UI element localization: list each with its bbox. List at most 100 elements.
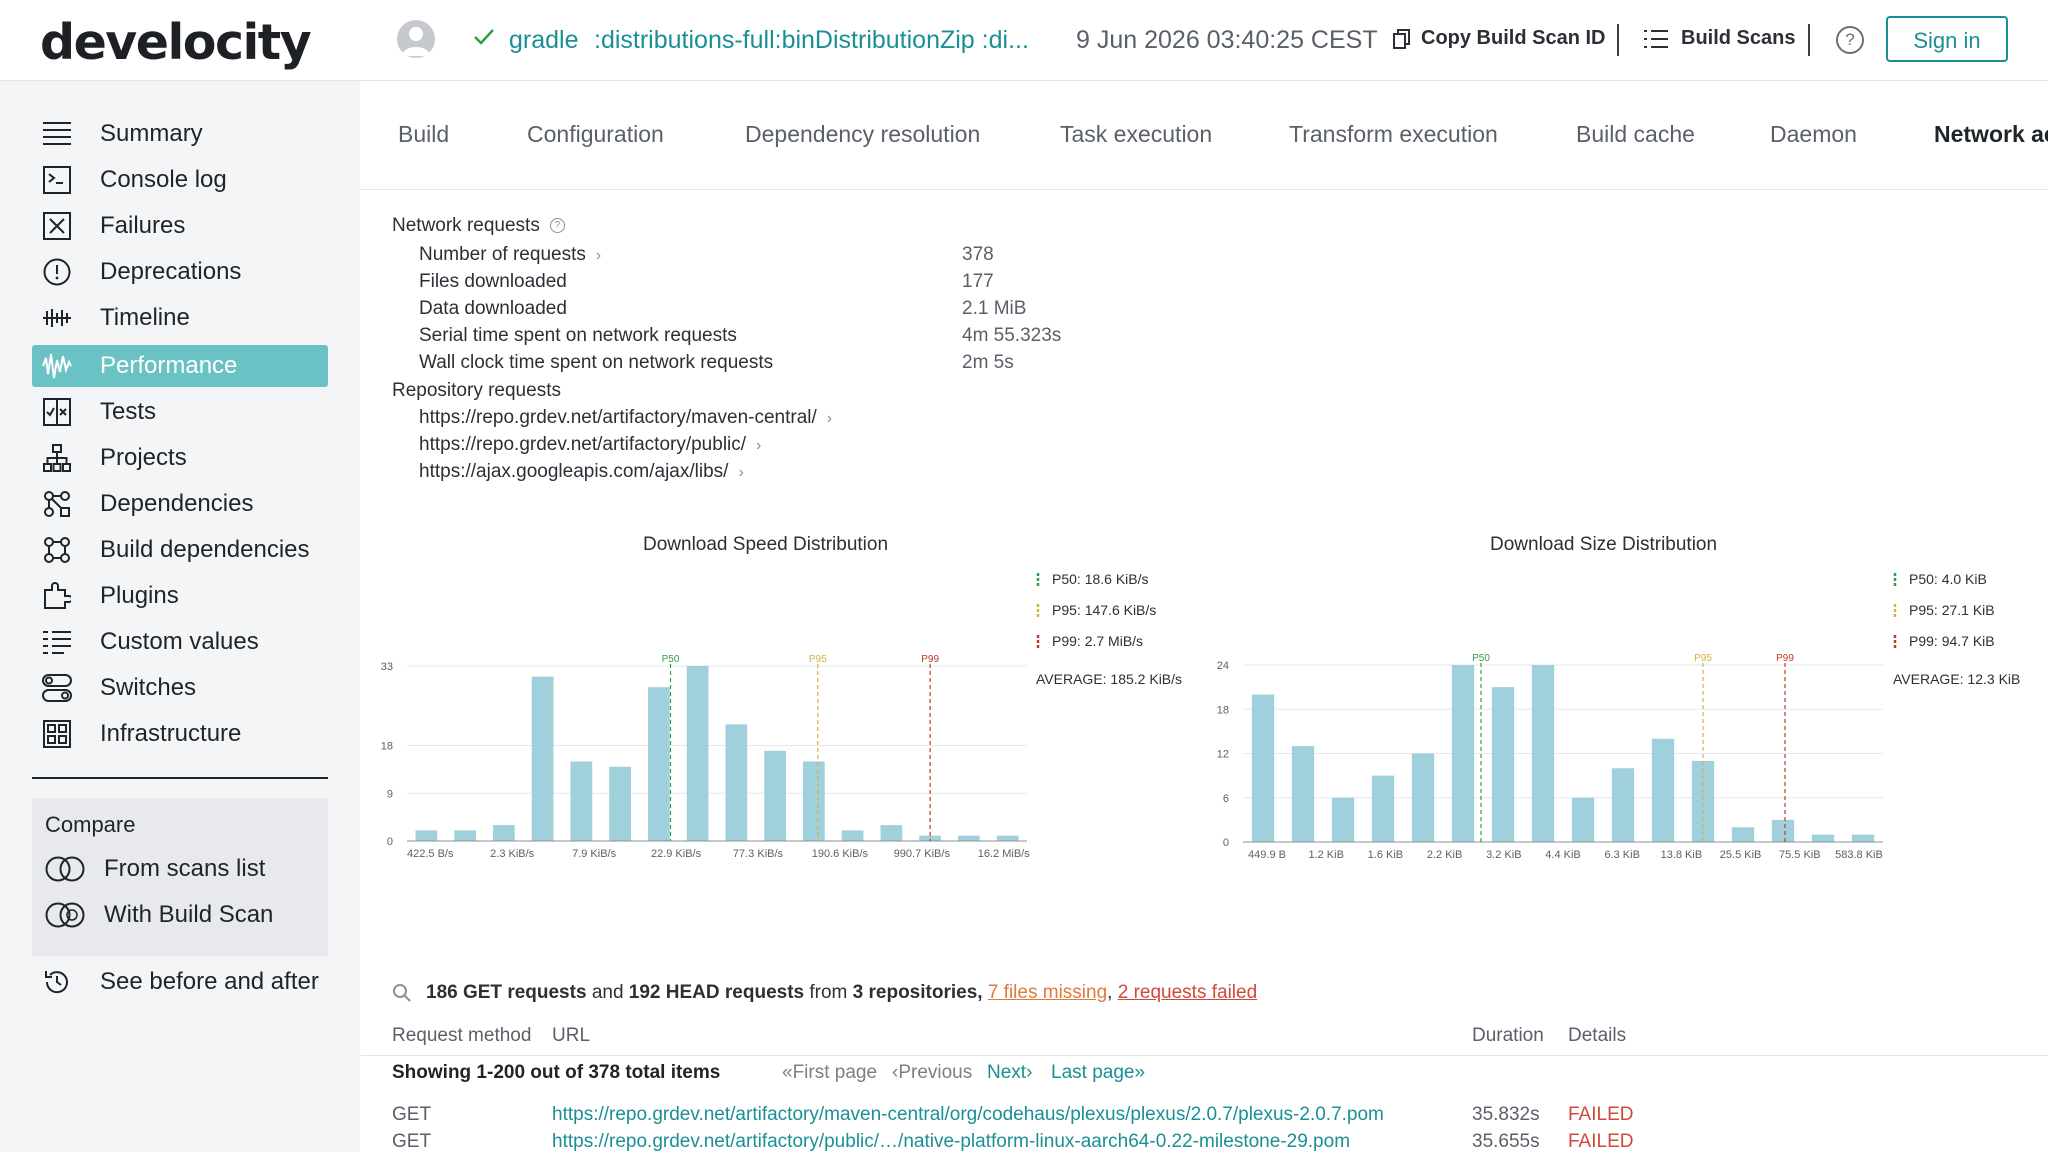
bar bbox=[1371, 775, 1395, 842]
sidebar-item-plugins[interactable]: Plugins bbox=[32, 575, 328, 617]
tab-task-execution[interactable]: Task execution bbox=[1060, 121, 1213, 147]
column-request-method[interactable]: Request method bbox=[392, 1025, 532, 1046]
sidebar-item-projects[interactable]: Projects bbox=[32, 437, 328, 479]
sidebar-item-label: Plugins bbox=[100, 582, 179, 609]
avatar[interactable] bbox=[397, 20, 435, 58]
tab-network-activity[interactable]: Network ac bbox=[1934, 121, 2048, 147]
request-url-link[interactable]: https://repo.grdev.net/artifactory/maven… bbox=[552, 1104, 1384, 1125]
help-icon[interactable]: ? bbox=[549, 218, 565, 234]
bar bbox=[803, 761, 825, 841]
request-duration: 35.832s bbox=[1472, 1104, 1540, 1125]
tab-transform-execution[interactable]: Transform execution bbox=[1289, 121, 1498, 147]
network-requests-heading: Network requests? bbox=[392, 215, 565, 237]
row-label: Number of requests bbox=[419, 244, 586, 265]
requests-failed-link[interactable]: 2 requests failed bbox=[1117, 982, 1258, 1003]
compare-with-build-scan[interactable]: With Build Scan bbox=[45, 901, 273, 929]
compare-title: Compare bbox=[45, 812, 136, 837]
row-value: 2m 5s bbox=[962, 352, 1014, 373]
copy-build-scan-id-button[interactable]: Copy Build Scan ID bbox=[1393, 27, 1605, 50]
column-details[interactable]: Details bbox=[1568, 1025, 1627, 1046]
sidebar-item-tests[interactable]: Tests bbox=[32, 391, 328, 433]
sidebar-item-console-log[interactable]: Console log bbox=[32, 159, 328, 201]
bar bbox=[1411, 753, 1435, 842]
bar bbox=[880, 825, 903, 841]
build-scans-label: Build Scans bbox=[1681, 27, 1796, 49]
previous-page-link[interactable]: ‹Previous bbox=[892, 1062, 973, 1083]
last-page-link[interactable]: Last page» bbox=[1051, 1062, 1146, 1083]
performance-tabs: Build Configuration Dependency resolutio… bbox=[361, 81, 2048, 190]
request-url-link[interactable]: https://repo.grdev.net/artifactory/publi… bbox=[552, 1131, 1351, 1152]
build-dependencies-icon bbox=[42, 535, 72, 565]
tab-configuration[interactable]: Configuration bbox=[527, 121, 664, 147]
legend-entry: P99: 94.7 KiB bbox=[1909, 633, 1995, 649]
search-icon bbox=[393, 984, 411, 1002]
bar bbox=[454, 830, 476, 841]
size-chart-title: Download Size Distribution bbox=[1490, 534, 1718, 555]
column-duration[interactable]: Duration bbox=[1472, 1025, 1544, 1046]
next-page-link[interactable]: Next› bbox=[987, 1062, 1033, 1083]
bar bbox=[725, 724, 748, 841]
compare-circles-icon bbox=[45, 856, 85, 882]
tab-build-cache[interactable]: Build cache bbox=[1576, 121, 1695, 147]
tab-dependency-resolution[interactable]: Dependency resolution bbox=[745, 121, 981, 147]
logo[interactable]: develocity bbox=[40, 14, 312, 71]
y-tick-label: 0 bbox=[1223, 837, 1229, 849]
row-label: Serial time spent on network requests bbox=[419, 325, 737, 346]
repository-url: https://ajax.googleapis.com/ajax/libs/ bbox=[419, 461, 729, 482]
compare-from-scans-list[interactable]: From scans list bbox=[45, 855, 265, 883]
sidebar-item-infrastructure[interactable]: Infrastructure bbox=[32, 713, 328, 755]
sidebar-item-deprecations[interactable]: Deprecations bbox=[32, 251, 328, 293]
summary-and: and bbox=[591, 982, 624, 1003]
tab-daemon[interactable]: Daemon bbox=[1770, 121, 1857, 147]
x-tick-label: 16.2 MiB/s bbox=[978, 848, 1030, 860]
help-icon[interactable]: ? bbox=[1836, 26, 1864, 54]
repository-link[interactable]: https://repo.grdev.net/artifactory/maven… bbox=[419, 407, 832, 429]
bar bbox=[1811, 834, 1835, 842]
bar bbox=[1611, 768, 1635, 842]
x-tick-label: 449.9 B bbox=[1248, 849, 1286, 861]
number-of-requests-link[interactable]: Number of requests › bbox=[419, 244, 601, 266]
request-method: GET bbox=[392, 1104, 432, 1125]
files-missing-link[interactable]: 7 files missing bbox=[987, 982, 1108, 1003]
sidebar-item-label: Console log bbox=[100, 166, 227, 193]
see-before-and-after[interactable]: See before and after bbox=[32, 968, 319, 996]
speed-chart-title: Download Speed Distribution bbox=[643, 534, 889, 555]
column-url[interactable]: URL bbox=[552, 1025, 591, 1046]
divider bbox=[1808, 24, 1810, 56]
sidebar-item-failures[interactable]: Failures bbox=[32, 205, 328, 247]
compare-with-scan-label: With Build Scan bbox=[104, 901, 274, 928]
sign-in-button[interactable]: Sign in bbox=[1886, 16, 2008, 62]
top-bar: develocity gradle :distributions-full:bi… bbox=[0, 0, 2048, 81]
table-divider bbox=[361, 1055, 2048, 1056]
bar bbox=[1771, 819, 1795, 842]
bar bbox=[686, 666, 709, 841]
sidebar-item-dependencies[interactable]: Dependencies bbox=[32, 483, 328, 525]
sidebar-item-switches[interactable]: Switches bbox=[32, 667, 328, 709]
bar bbox=[493, 825, 515, 841]
sidebar-item-timeline[interactable]: Timeline bbox=[32, 297, 328, 339]
see-before-label: See before and after bbox=[100, 968, 319, 995]
y-tick-label: 24 bbox=[1217, 660, 1229, 672]
infrastructure-icon bbox=[42, 719, 72, 749]
tab-build[interactable]: Build bbox=[398, 121, 450, 147]
projects-icon bbox=[42, 443, 72, 473]
project-name: gradle bbox=[509, 26, 579, 54]
y-tick-label: 33 bbox=[381, 661, 393, 673]
first-page-link[interactable]: «First page bbox=[782, 1062, 878, 1083]
summary-comma: , bbox=[1107, 982, 1113, 1003]
x-tick-label: 75.5 KiB bbox=[1779, 849, 1821, 861]
bar bbox=[415, 830, 438, 841]
sidebar-item-build-dependencies[interactable]: Build dependencies bbox=[32, 529, 328, 571]
requested-tasks: :distributions-full:binDistributionZip :… bbox=[594, 26, 1029, 54]
repository-link[interactable]: https://repo.grdev.net/artifactory/publi… bbox=[419, 434, 761, 456]
sidebar-item-label: Custom values bbox=[100, 628, 259, 655]
compare-from-scans-label: From scans list bbox=[104, 855, 266, 882]
list-icon bbox=[1644, 29, 1668, 48]
sidebar-item-summary[interactable]: Summary bbox=[32, 113, 328, 155]
percentile-label: P95 bbox=[809, 654, 827, 665]
sidebar-item-custom-values[interactable]: Custom values bbox=[32, 621, 328, 663]
build-scans-link[interactable]: Build Scans bbox=[1643, 27, 1795, 50]
bar bbox=[570, 761, 593, 841]
repository-link[interactable]: https://ajax.googleapis.com/ajax/libs/ › bbox=[419, 461, 744, 483]
sidebar-item-performance[interactable]: Performance bbox=[32, 345, 328, 387]
